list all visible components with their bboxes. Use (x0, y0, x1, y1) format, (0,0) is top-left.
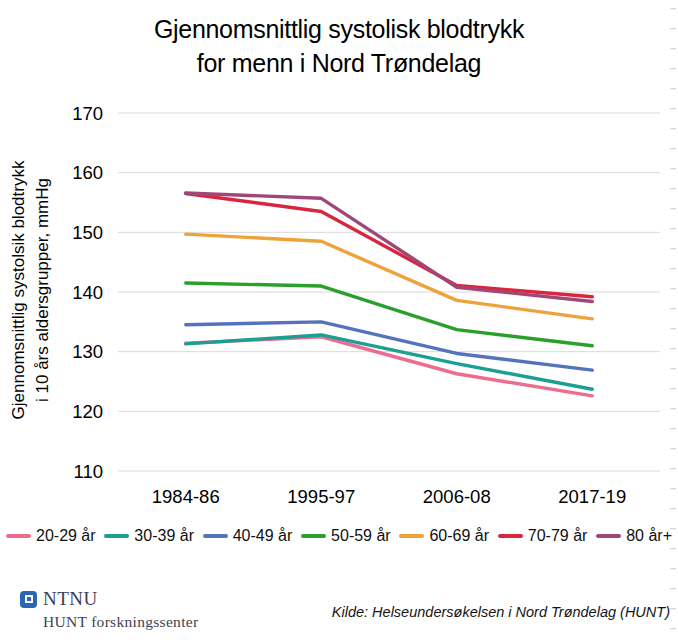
legend-item-20-29 år: 20-29 år (6, 527, 96, 545)
page-edge-tick (670, 68, 676, 69)
series-line-40-49 år (186, 322, 593, 370)
page-edge-tick (670, 308, 676, 309)
x-tick-label-1995-97: 1995-97 (287, 486, 355, 507)
legend-swatch-icon (203, 534, 228, 538)
y-tick-label-160: 160 (72, 162, 103, 183)
legend-label: 50-59 år (331, 527, 391, 545)
page-edge-tick (670, 488, 676, 489)
chart-legend: 20-29 år 30-39 år 40-49 år 50-59 år 60-69 år… (0, 527, 678, 545)
page-edge-tick (670, 128, 676, 129)
page-edge-tick (670, 208, 676, 209)
page-edge-tick (670, 428, 676, 429)
series-line-20-29 år (186, 337, 593, 396)
legend-label: 30-39 år (134, 527, 194, 545)
hunt-research-center-label: HUNT forskningssenter (43, 613, 198, 631)
page-edge-tick (670, 408, 676, 409)
page-edge-tick (670, 608, 676, 609)
page-edge-tick (670, 388, 676, 389)
page-edge-tick (670, 628, 676, 629)
legend-label: 20-29 år (36, 527, 96, 545)
legend-swatch-icon (498, 534, 523, 538)
legend-item-60-69 år: 60-69 år (399, 527, 489, 545)
legend-swatch-icon (104, 534, 129, 538)
legend-label: 80 år+ (626, 527, 672, 545)
page-edge-tick (670, 228, 676, 229)
page-edge-tick (670, 148, 676, 149)
page-edge-tick (670, 288, 676, 289)
page-edge-tick (670, 8, 676, 9)
page-edge-tick (670, 508, 676, 509)
legend-label: 40-49 år (233, 527, 293, 545)
ntnu-logo-icon (20, 591, 37, 608)
legend-label: 70-79 år (528, 527, 588, 545)
y-tick-label-170: 170 (72, 103, 103, 124)
page-edge-tick (670, 328, 676, 329)
series-line-70-79 år (186, 194, 593, 297)
legend-swatch-icon (301, 534, 326, 538)
line-chart-plot-area: 110 120 130 140 150 160 170 1984-86 1995-97 2006-… (0, 0, 678, 642)
legend-swatch-icon (596, 534, 621, 538)
page-edge-tick (670, 248, 676, 249)
legend-label: 60-69 år (429, 527, 489, 545)
y-tick-label-150: 150 (72, 222, 103, 243)
y-tick-label-140: 140 (72, 282, 103, 303)
legend-item-30-39 år: 30-39 år (104, 527, 194, 545)
page-edge-tick (670, 448, 676, 449)
x-tick-label-1984-86: 1984-86 (152, 486, 220, 507)
page-edge-tick (670, 468, 676, 469)
legend-item-80 år+: 80 år+ (596, 527, 672, 545)
x-tick-label-2017-19: 2017-19 (558, 486, 626, 507)
page-edge-tick (670, 548, 676, 549)
y-tick-label-110: 110 (74, 461, 104, 482)
x-tick-label-2006-08: 2006-08 (423, 486, 491, 507)
page-edge-tick (670, 348, 676, 349)
page-edge-tick (670, 568, 676, 569)
legend-swatch-icon (399, 534, 424, 538)
page-edge-tick (670, 268, 676, 269)
y-tick-label-130: 130 (72, 341, 103, 362)
ntnu-logo: NTNU HUNT forskningssenter (20, 588, 198, 631)
page-edge-tick (670, 48, 676, 49)
legend-item-70-79 år: 70-79 år (498, 527, 588, 545)
page-edge-tick (670, 168, 676, 169)
page-edge-tick (670, 28, 676, 29)
legend-item-50-59 år: 50-59 år (301, 527, 391, 545)
ntnu-logo-text: NTNU (43, 588, 98, 610)
page-edge-tick (670, 188, 676, 189)
legend-item-40-49 år: 40-49 år (203, 527, 293, 545)
legend-swatch-icon (6, 534, 31, 538)
y-tick-label-120: 120 (72, 401, 103, 422)
source-citation: Kilde: Helseundersøkelsen i Nord Trøndel… (332, 604, 670, 620)
page-edge-tick (670, 588, 676, 589)
chart-page: Gjennomsnittlig systolisk blodtrykk for … (0, 0, 678, 642)
page-edge-tick (670, 88, 676, 89)
page-edge-tick (670, 368, 676, 369)
page-edge-tick (670, 108, 676, 109)
